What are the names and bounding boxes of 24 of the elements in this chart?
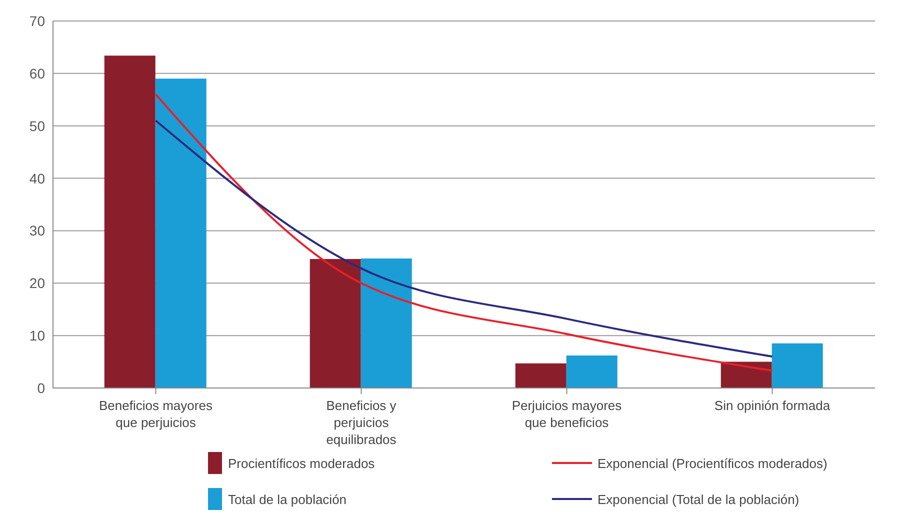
x-tick-label: Sin opinión formada bbox=[714, 398, 831, 413]
y-tick-label: 0 bbox=[37, 380, 46, 396]
bar bbox=[155, 78, 206, 388]
y-tick-label: 10 bbox=[29, 328, 46, 344]
legend-label: Total de la población bbox=[228, 492, 347, 506]
y-tick-label: 30 bbox=[29, 222, 46, 239]
bar bbox=[720, 362, 772, 388]
y-tick-label: 60 bbox=[29, 65, 46, 82]
x-tick-label: Perjuicios mayores que beneficios bbox=[512, 398, 622, 430]
bar bbox=[360, 258, 412, 388]
y-tick-label: 50 bbox=[29, 118, 46, 134]
bar bbox=[310, 259, 361, 388]
legend-label: Exponencial (Procientíficos moderados) bbox=[598, 456, 828, 470]
legend-label: Procientíficos moderados bbox=[228, 456, 375, 470]
y-tick-label: 20 bbox=[29, 275, 46, 292]
y-tick-label: 70 bbox=[29, 12, 46, 29]
x-tick-label: Beneficios mayores que perjuicios bbox=[99, 398, 213, 430]
bar bbox=[515, 363, 566, 388]
legend-label: Exponencial (Total de la población) bbox=[598, 492, 800, 506]
bar bbox=[772, 343, 823, 388]
bar bbox=[566, 355, 618, 388]
y-tick-label: 40 bbox=[29, 170, 46, 186]
bar bbox=[104, 56, 156, 388]
x-tick-label: Beneficios y perjuicios equilibrados bbox=[326, 398, 397, 447]
